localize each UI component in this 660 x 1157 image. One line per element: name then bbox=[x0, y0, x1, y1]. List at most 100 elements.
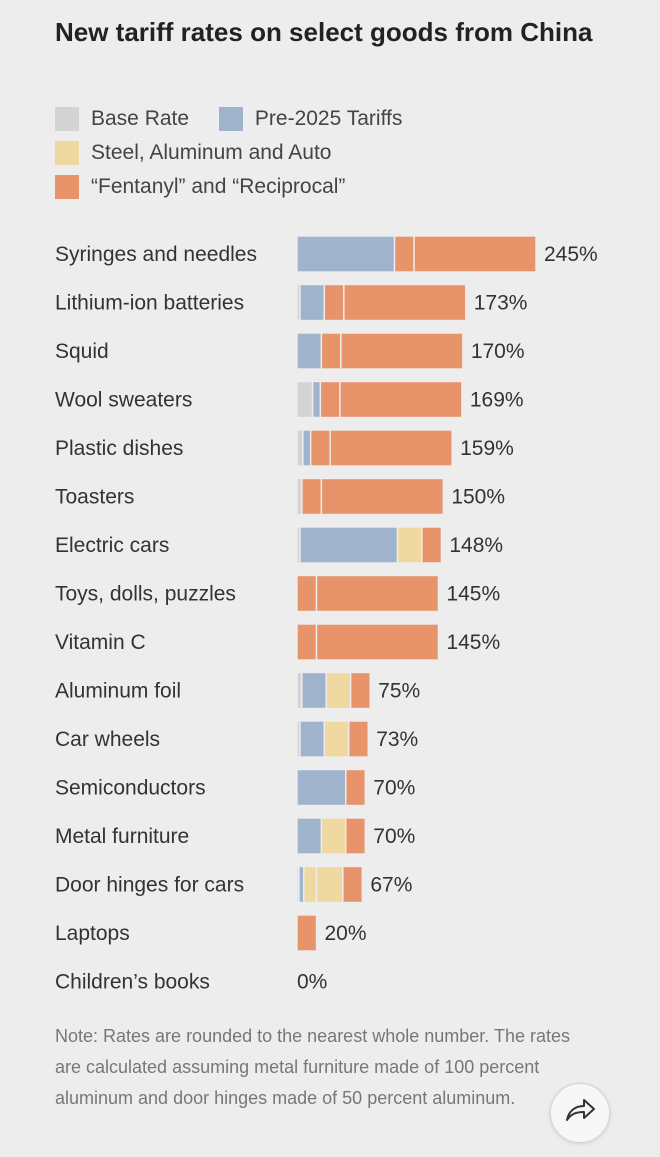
value-label: 70% bbox=[373, 777, 415, 800]
legend-label-fent: “Fentanyl” and “Reciprocal” bbox=[91, 175, 346, 198]
bar-chart: Syringes and needles 245% Lithium-ion batt… bbox=[55, 235, 598, 994]
value-label: 159% bbox=[460, 437, 514, 460]
value-label: 0% bbox=[297, 971, 327, 994]
bar-segment-pre2025 bbox=[296, 235, 396, 273]
bar-row-electric-cars: Electric cars 148% bbox=[55, 526, 503, 564]
category-label: Toasters bbox=[55, 486, 134, 509]
bar-segment-steel bbox=[325, 671, 352, 710]
category-label: Plastic dishes bbox=[55, 437, 183, 460]
bar-segment-pre2025 bbox=[302, 429, 312, 467]
value-label: 170% bbox=[471, 340, 525, 363]
bar-segment-fent bbox=[339, 380, 463, 419]
share-button[interactable] bbox=[550, 1083, 610, 1143]
bar-segment-fent bbox=[349, 671, 371, 710]
bar-segment-fent bbox=[320, 477, 445, 516]
bar-segment-fent bbox=[315, 574, 440, 613]
legend-label-base: Base Rate bbox=[91, 107, 190, 130]
value-label: 148% bbox=[449, 534, 503, 557]
category-label: Car wheels bbox=[55, 728, 160, 751]
bar-segment-fent bbox=[413, 235, 537, 273]
legend-swatch-fent bbox=[55, 175, 79, 199]
bar-segment-pre2025 bbox=[296, 332, 323, 370]
category-label: Semiconductors bbox=[55, 777, 206, 800]
category-label: Vitamin C bbox=[55, 631, 146, 654]
bar-segment-fent bbox=[342, 865, 364, 904]
bar-segment-fent bbox=[393, 235, 415, 273]
category-label: Laptops bbox=[55, 922, 130, 945]
legend-row-1: Base Rate Pre-2025 Tariffs bbox=[55, 105, 426, 133]
bar-segment-fent bbox=[329, 429, 453, 467]
bar-segment-steel bbox=[396, 526, 423, 564]
bar-segment-pre2025 bbox=[299, 720, 326, 758]
bar-segment-fent bbox=[296, 914, 318, 952]
bar-segment-pre2025 bbox=[311, 380, 322, 419]
bar-segment-fent bbox=[421, 526, 443, 564]
bar-segment-base bbox=[296, 671, 303, 710]
category-label: Toys, dolls, puzzles bbox=[55, 583, 236, 606]
legend-swatch-pre2025 bbox=[218, 107, 243, 131]
category-label: Door hinges for cars bbox=[55, 874, 244, 897]
value-label: 70% bbox=[373, 825, 415, 848]
category-label: Squid bbox=[55, 340, 109, 363]
category-label: Children’s books bbox=[55, 971, 210, 994]
bar-row-semiconductors: Semiconductors 70% bbox=[55, 768, 415, 807]
legend-item-steel: Steel, Aluminum and Auto bbox=[55, 139, 332, 167]
bar-segment-pre2025 bbox=[299, 526, 399, 564]
value-label: 67% bbox=[370, 874, 412, 897]
legend-item-pre2025: Pre-2025 Tariffs bbox=[218, 105, 403, 133]
chart-title: New tariff rates on select goods from Ch… bbox=[55, 17, 593, 47]
value-label: 73% bbox=[376, 728, 418, 751]
share-arrow-icon bbox=[563, 1096, 597, 1131]
bar-segment-steel bbox=[323, 720, 350, 758]
bar-segment-fent bbox=[296, 574, 318, 613]
bar-segment-fent bbox=[340, 332, 464, 370]
bar-segment-base bbox=[296, 477, 303, 516]
bar-row-squid: Squid 170% bbox=[55, 332, 525, 370]
bar-row-metal-furniture: Metal furniture 70% bbox=[55, 817, 415, 855]
bar-segment-steel bbox=[315, 865, 344, 904]
bar-row-vitamin-c: Vitamin C 145% bbox=[55, 623, 500, 661]
bar-segment-fent bbox=[319, 380, 341, 419]
bar-segment-fent bbox=[323, 283, 345, 322]
category-label: Aluminum foil bbox=[55, 680, 181, 703]
category-label: Lithium-ion batteries bbox=[55, 292, 244, 315]
legend-label-steel: Steel, Aluminum and Auto bbox=[91, 141, 332, 164]
bar-row-children-s-books: Children’s books 0% bbox=[55, 971, 327, 994]
bar-segment-fent bbox=[315, 623, 440, 661]
value-label: 20% bbox=[325, 922, 367, 945]
bar-row-lithium-ion-batteries: Lithium-ion batteries 173% bbox=[55, 283, 528, 322]
bar-row-wool-sweaters: Wool sweaters 169% bbox=[55, 380, 524, 419]
bar-segment-fent bbox=[345, 817, 366, 855]
legend-row-3: “Fentanyl” and “Reciprocal” bbox=[55, 173, 369, 201]
bar-segment-steel bbox=[303, 865, 318, 904]
bar-segment-fent bbox=[296, 623, 318, 661]
bar-segment-fent bbox=[343, 283, 467, 322]
category-label: Wool sweaters bbox=[55, 389, 192, 412]
category-label: Metal furniture bbox=[55, 825, 189, 848]
category-label: Electric cars bbox=[55, 534, 169, 557]
value-label: 145% bbox=[446, 631, 500, 654]
legend-swatch-base bbox=[55, 107, 79, 131]
bar-segment-pre2025 bbox=[301, 671, 327, 710]
value-label: 150% bbox=[451, 486, 505, 509]
legend-item-base: Base Rate bbox=[55, 105, 189, 133]
bar-segment-base bbox=[296, 380, 314, 419]
bar-segment-pre2025 bbox=[296, 768, 347, 807]
value-label: 173% bbox=[474, 292, 528, 315]
bar-row-toasters: Toasters 150% bbox=[55, 477, 505, 516]
bar-row-car-wheels: Car wheels 73% bbox=[55, 720, 418, 758]
bar-segment-fent bbox=[301, 477, 323, 516]
bar-segment-pre2025 bbox=[296, 817, 323, 855]
value-label: 245% bbox=[544, 243, 598, 266]
bar-row-laptops: Laptops 20% bbox=[55, 914, 367, 952]
bar-segment-base bbox=[296, 429, 304, 467]
bar-segment-steel bbox=[320, 817, 347, 855]
value-label: 75% bbox=[378, 680, 420, 703]
bar-row-plastic-dishes: Plastic dishes 159% bbox=[55, 429, 514, 467]
chart-note: Note: Rates are rounded to the nearest w… bbox=[55, 1026, 570, 1108]
bar-row-door-hinges-for-cars: Door hinges for cars 67% bbox=[55, 865, 412, 904]
legend-label-pre2025: Pre-2025 Tariffs bbox=[254, 107, 403, 130]
legend-swatch-steel bbox=[55, 141, 79, 165]
bar-row-toys-dolls-puzzles: Toys, dolls, puzzles 145% bbox=[55, 574, 500, 613]
